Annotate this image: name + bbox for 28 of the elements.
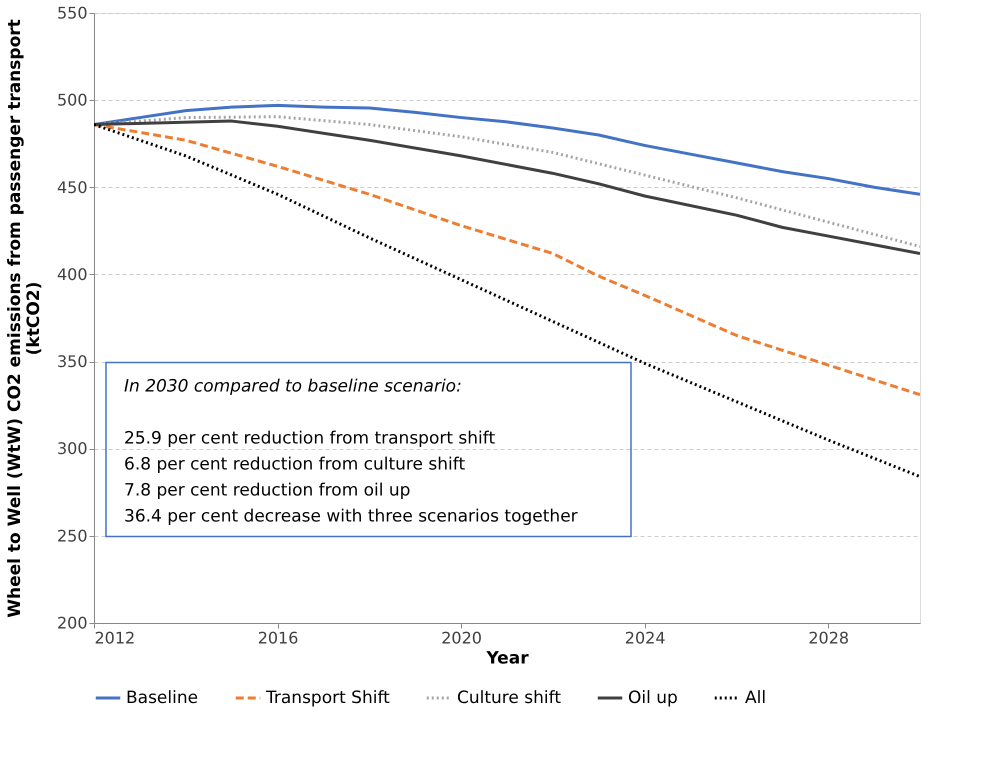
- line-series: [94, 123, 920, 478]
- y-tick-label: 300: [56, 439, 88, 458]
- y-tick-label: 550: [56, 4, 88, 22]
- y-tick-label: 350: [56, 352, 88, 372]
- x-tick-label: 2028: [808, 628, 850, 648]
- y-tick-label: 400: [56, 264, 88, 284]
- x-tick-label: 2020: [441, 628, 482, 648]
- x-axis-title: Year: [485, 648, 530, 668]
- line-series: [94, 104, 920, 196]
- y-tick-label: 450: [56, 178, 88, 197]
- legend-label: Transport Shift: [265, 688, 390, 708]
- y-axis-title: Wheel to Well (WtW) CO2 emissions from passenger transport (ktCO2): [4, 19, 44, 618]
- y-tick-label: 500: [56, 90, 88, 110]
- legend-label: Baseline: [126, 688, 198, 708]
- line-series: [94, 123, 920, 396]
- annotation: 6.8 per cent reduction from culture shift: [124, 454, 466, 475]
- annotation: 25.9 per cent reduction from transport shift: [124, 428, 496, 449]
- x-tick-label: 2012: [94, 628, 136, 648]
- legend-label: Culture shift: [457, 688, 562, 708]
- x-tick-label: 2016: [258, 628, 298, 648]
- annotation: In 2030 compared to baseline scenario:: [124, 376, 462, 397]
- y-tick-label: 200: [56, 614, 88, 632]
- y-tick-label: 250: [56, 526, 88, 546]
- annotation: 36.4 per cent decrease with three scenarios together: [124, 506, 578, 527]
- annotation: 7.8 per cent reduction from oil up: [124, 480, 410, 501]
- x-tick-label: 2024: [624, 628, 666, 648]
- legend-label: All: [745, 688, 766, 708]
- legend-label: Oil up: [628, 688, 678, 708]
